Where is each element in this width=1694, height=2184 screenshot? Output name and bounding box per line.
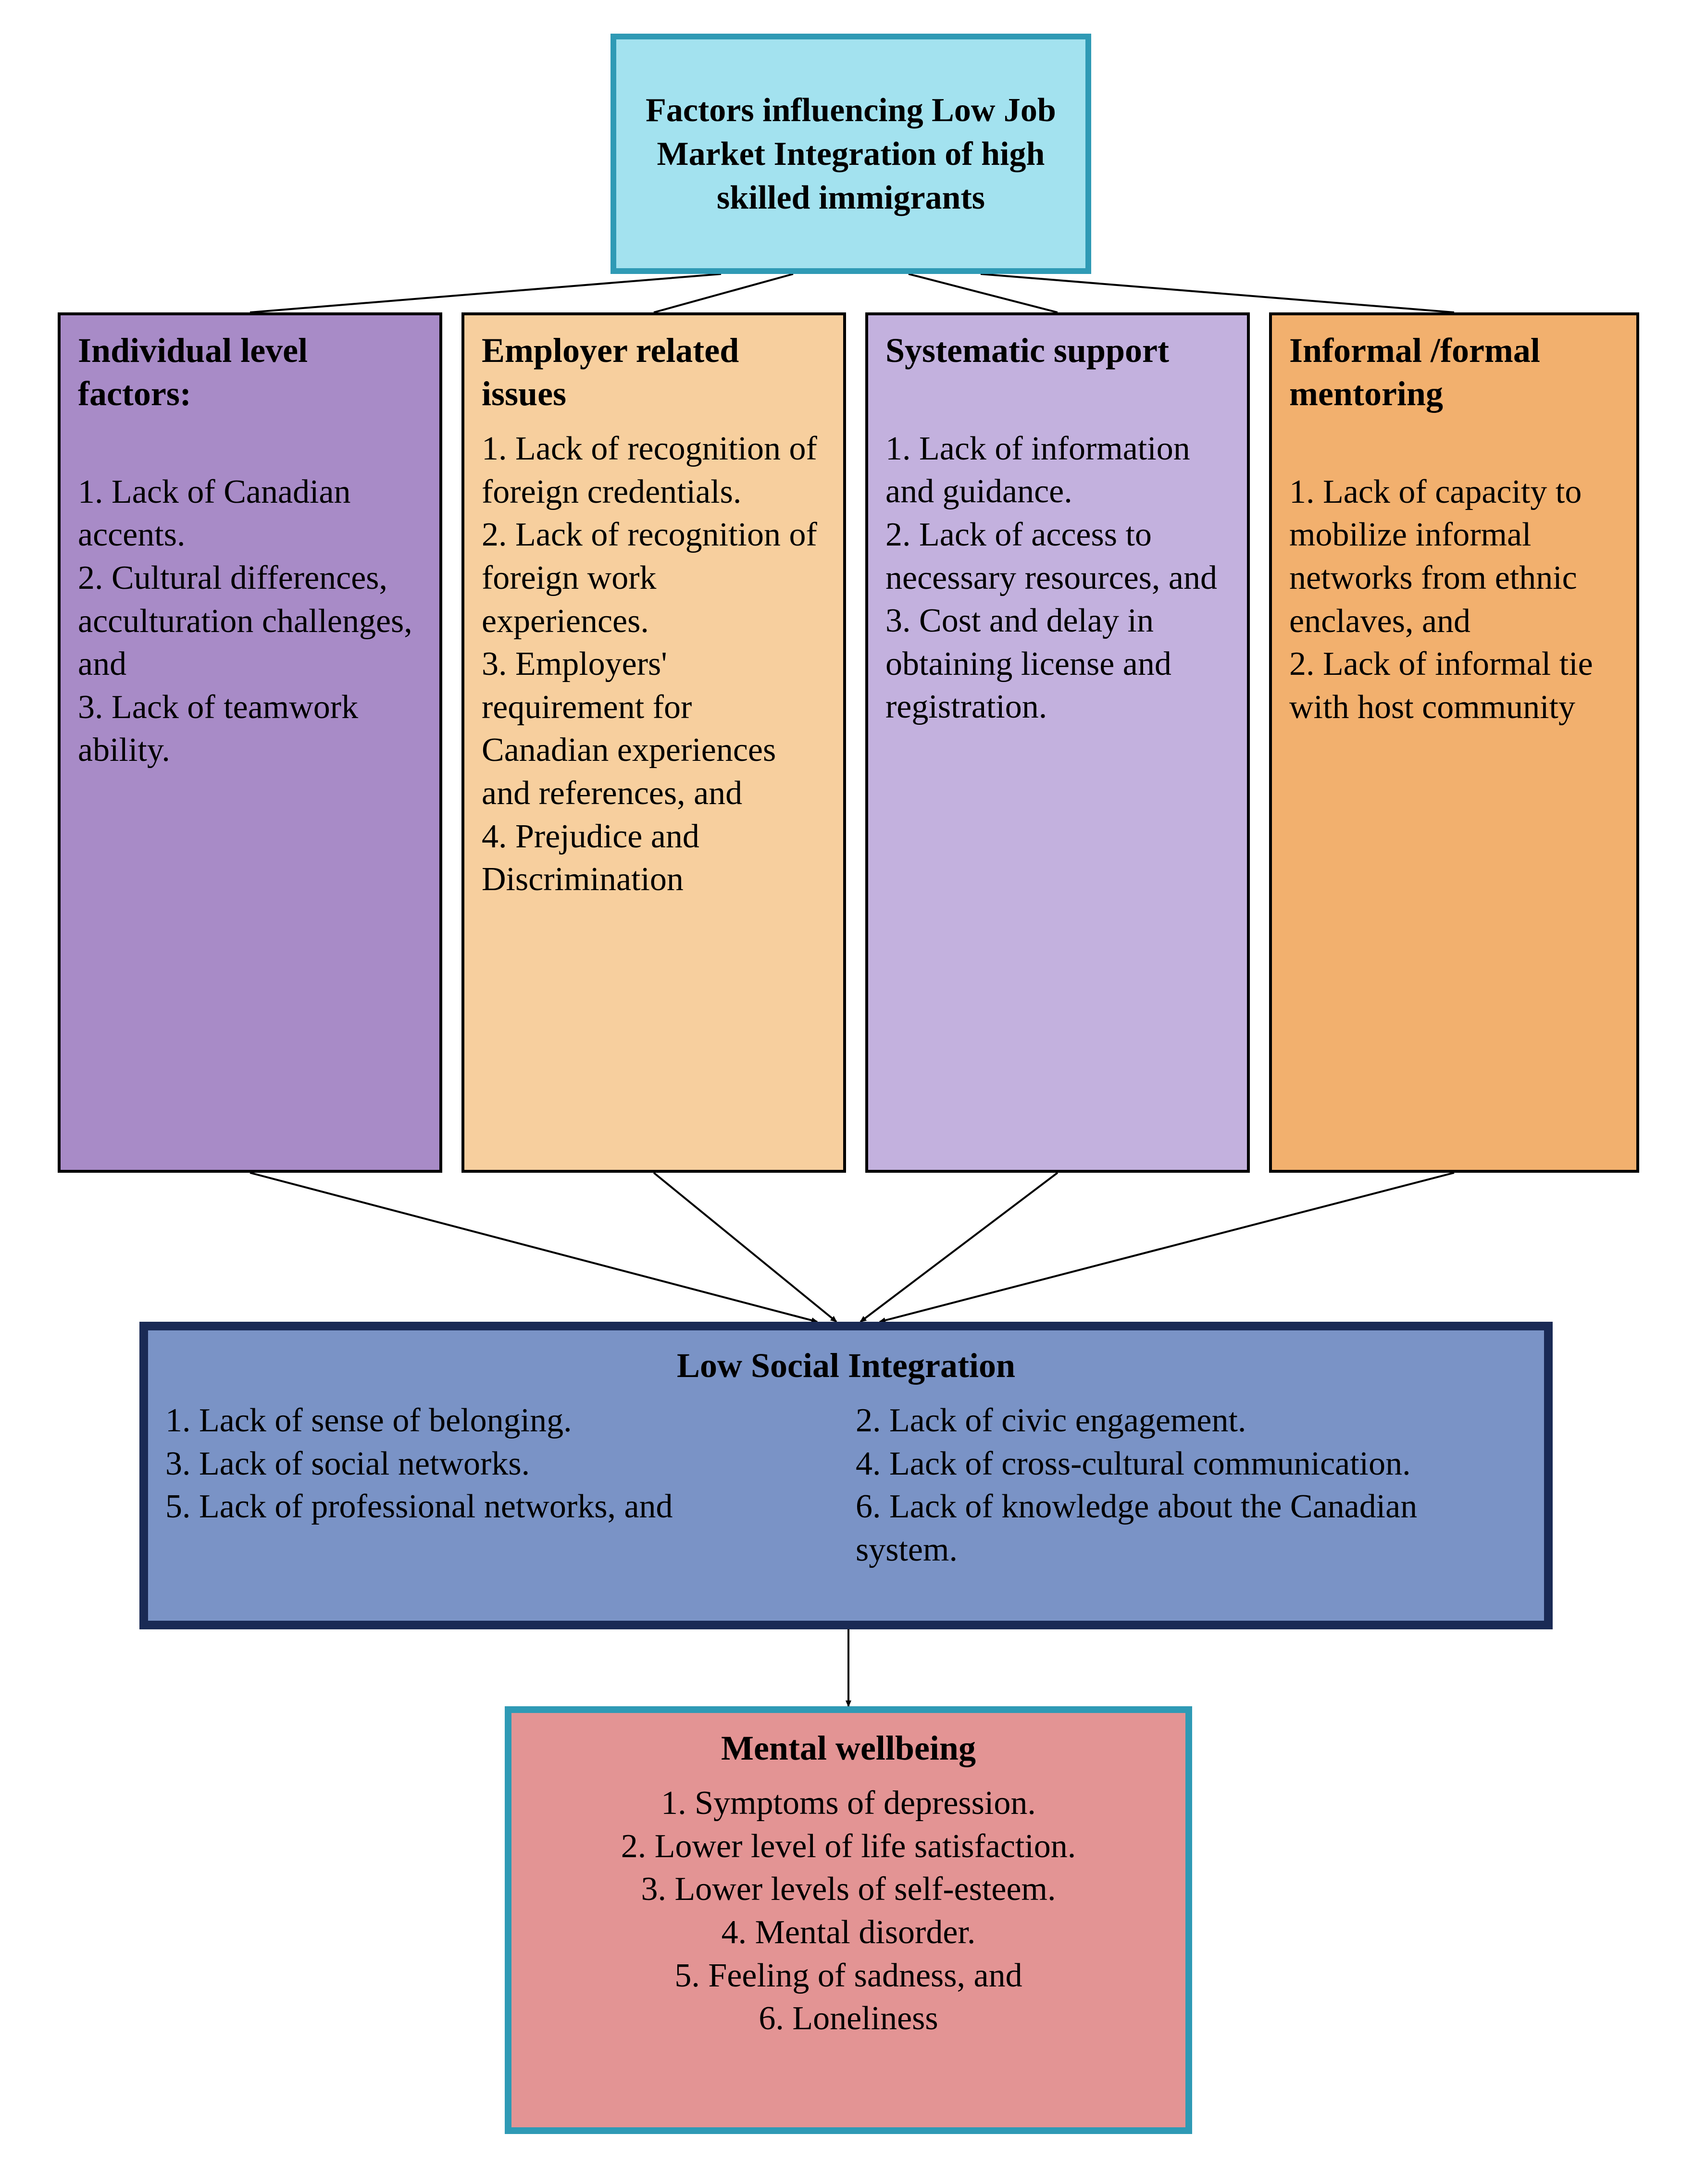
connector-line: [250, 274, 721, 312]
node-social-left: 1. Lack of sense of belonging. 3. Lack o…: [165, 1399, 836, 1571]
node-systematic-heading: Systematic support: [885, 329, 1230, 372]
node-factors-top-title: Factors influencing Low Job Market Integ…: [634, 88, 1068, 220]
node-low-social-integration: Low Social Integration 1. Lack of sense …: [139, 1322, 1553, 1629]
node-systematic-support: Systematic support 1. Lack of informatio…: [865, 312, 1250, 1173]
node-mental-body: 1. Symptoms of depression. 2. Lower leve…: [529, 1782, 1168, 2040]
node-mentoring: Informal /formal mentoring 1. Lack of ca…: [1269, 312, 1639, 1173]
flowchart-canvas: Factors influencing Low Job Market Integ…: [0, 0, 1694, 2184]
connector-line: [909, 274, 1058, 312]
node-factors-top: Factors influencing Low Job Market Integ…: [610, 34, 1091, 274]
node-mental-wellbeing: Mental wellbeing 1. Symptoms of depressi…: [505, 1706, 1192, 2134]
connector-line: [654, 1173, 836, 1322]
node-mentoring-heading: Informal /formal mentoring: [1289, 329, 1619, 415]
node-employer-body: 1. Lack of recognition of foreign creden…: [482, 427, 826, 901]
node-social-columns: 1. Lack of sense of belonging. 3. Lack o…: [165, 1399, 1527, 1571]
node-employer-heading: Employer related issues: [482, 329, 826, 415]
connector-line: [860, 1173, 1058, 1322]
connector-line: [880, 1173, 1454, 1322]
node-social-heading: Low Social Integration: [165, 1344, 1527, 1387]
connector-line: [981, 274, 1454, 312]
node-systematic-body: 1. Lack of information and guidance. 2. …: [885, 384, 1230, 729]
node-social-right: 2. Lack of civic engagement. 4. Lack of …: [856, 1399, 1527, 1571]
connector-line: [250, 1173, 817, 1322]
node-individual-factors: Individual level factors: 1. Lack of Can…: [58, 312, 442, 1173]
node-mentoring-body: 1. Lack of capacity to mobilize informal…: [1289, 427, 1619, 729]
node-individual-body: 1. Lack of Canadian accents. 2. Cultural…: [78, 427, 422, 772]
node-employer-issues: Employer related issues 1. Lack of recog…: [461, 312, 846, 1173]
connector-line: [654, 274, 793, 312]
node-individual-heading: Individual level factors:: [78, 329, 422, 415]
node-mental-heading: Mental wellbeing: [529, 1726, 1168, 1770]
